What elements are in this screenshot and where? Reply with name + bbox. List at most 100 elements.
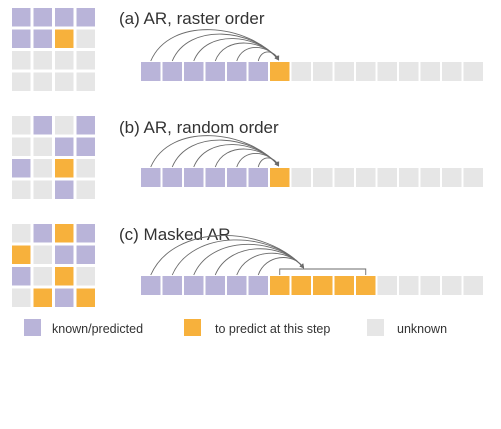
panel-a-title: (a) AR, raster order [119,9,265,28]
panel-a-token [291,62,311,81]
panel-b-grid-cell [55,180,74,199]
panel-c-token [356,276,376,295]
panel-a-grid [12,8,95,91]
panel-c-token [442,276,462,295]
panel-a-grid-cell [55,8,74,27]
panel-a-sequence [141,62,483,81]
panel-a-grid-cell [12,51,31,70]
panel-c-arc [236,252,305,276]
panel-b-grid-cell [12,137,31,156]
panel-c-grid-cell [12,288,31,307]
panel-a-grid-cell [12,29,31,48]
panel-c-grid-cell [12,245,31,264]
panel-b-token [377,168,397,187]
panel-a-token [420,62,440,81]
panel-b-token [442,168,462,187]
panel-a-token [334,62,354,81]
panel-b-grid-cell [55,137,74,156]
panel-c-token [313,276,333,295]
panel-b-grid-cell [33,116,52,135]
panel-b-token [463,168,483,187]
panel-b-token [227,168,247,187]
panel-a-grid-cell [55,72,74,91]
panel-c-grid-cell [76,288,95,307]
panel-c-grid-cell [76,245,95,264]
panel-c-token [248,276,268,295]
panel-a-grid-cell [33,51,52,70]
panel-c-token [162,276,182,295]
panel-b-grid-cell [76,159,95,178]
legend-swatch-predict [184,319,201,336]
panel-b-grid-cell [33,180,52,199]
panel-a-grid-cell [76,29,95,48]
panel-b-token [313,168,333,187]
panel-a-grid-cell [76,72,95,91]
panel-a-grid-cell [12,72,31,91]
panel-a-token [205,62,225,81]
panel-a-token [270,62,290,81]
panel-a-grid-cell [55,29,74,48]
panel-b-arc [236,153,280,168]
panel-a-grid-cell [12,8,31,27]
panel-a-grid-cell [33,29,52,48]
legend-swatch-unknown [367,319,384,336]
panel-b-token [248,168,268,187]
legend: known/predicted to predict at this step … [24,319,447,336]
panel-c-grid-cell [12,224,31,243]
panel-c-grid [12,224,95,307]
panel-b-grid-cell [76,137,95,156]
panel-b-token [162,168,182,187]
panel-b-token [399,168,419,187]
panel-c-token [205,276,225,295]
panel-b-grid-cell [76,116,95,135]
panel-b-arc [257,157,280,168]
panel-c-grid-cell [76,224,95,243]
panel-c-grid-cell [33,245,52,264]
panel-c-grid-cell [33,267,52,286]
panel-a-token [442,62,462,81]
panel-c-grid-cell [55,245,74,264]
panel-c-token [399,276,419,295]
panel-b-grid-cell [33,159,52,178]
panel-c-token [463,276,483,295]
panel-b-token [356,168,376,187]
panel-a-grid-cell [55,51,74,70]
panel-b-token [270,168,290,187]
legend-label-known: known/predicted [52,322,143,336]
panel-b-grid-cell [76,180,95,199]
panel-c-predict-bracket [279,268,367,275]
panel-c-grid-cell [76,267,95,286]
panel-b-grid-cell [33,137,52,156]
panel-a-token [248,62,268,81]
panel-c-grid-cell [12,267,31,286]
legend-label-predict: to predict at this step [215,322,330,336]
panel-a-token [377,62,397,81]
panel-a-grid-cell [33,72,52,91]
panel-b-token [141,168,161,187]
panel-c-token [291,276,311,295]
panel-b-title: (b) AR, random order [119,118,279,137]
panel-c-token [270,276,290,295]
panel-b-token [291,168,311,187]
panel-a-token [463,62,483,81]
panel-c-grid-cell [33,224,52,243]
panel-c-token [184,276,204,295]
legend-label-unknown: unknown [397,322,447,336]
panel-a-grid-cell [76,8,95,27]
panel-a-token [227,62,247,81]
panel-b-grid [12,116,95,199]
legend-swatch-known [24,319,41,336]
panel-c-title: (c) Masked AR [119,225,230,244]
panel-a-arc [236,47,280,62]
panel-b-grid-cell [12,116,31,135]
panel-b-grid-cell [55,159,74,178]
panel-a-arcs [150,29,280,62]
panel-a-token [141,62,161,81]
panel-a-arc [257,51,280,62]
panel-c-arc [257,257,305,276]
panel-b-grid-cell [12,180,31,199]
panel-c-grid-cell [33,288,52,307]
panel-b-grid-cell [12,159,31,178]
panel-c-grid-cell [55,224,74,243]
